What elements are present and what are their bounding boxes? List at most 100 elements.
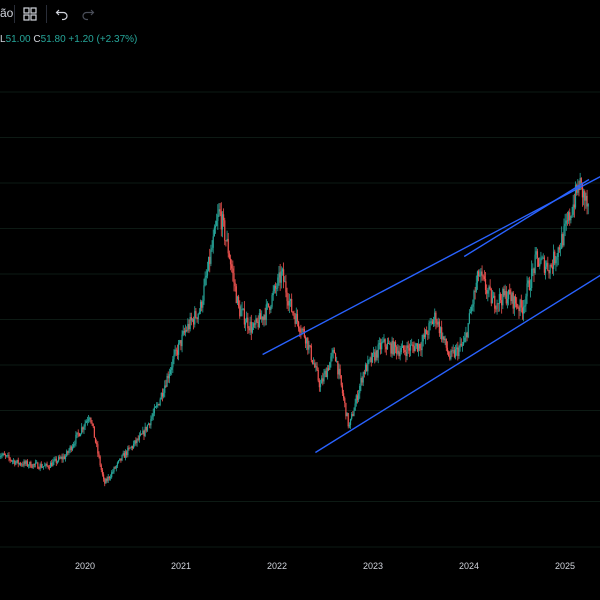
grid-layout-icon[interactable] bbox=[20, 4, 40, 24]
candle-body bbox=[247, 317, 249, 329]
candle-body bbox=[448, 351, 450, 357]
candle-body bbox=[351, 414, 353, 419]
candle-body bbox=[204, 277, 206, 286]
candle-body bbox=[461, 344, 464, 346]
candle-body bbox=[520, 299, 522, 308]
candle-body bbox=[3, 453, 5, 455]
candle-body bbox=[333, 349, 335, 354]
candle-body bbox=[291, 299, 293, 312]
candle-body bbox=[223, 214, 225, 221]
candle-body bbox=[454, 349, 457, 357]
candle-body bbox=[268, 303, 270, 307]
candle-body bbox=[435, 312, 437, 324]
candle-body bbox=[579, 178, 581, 190]
candle-body bbox=[498, 294, 500, 304]
candle-body bbox=[558, 247, 560, 250]
candle-body bbox=[56, 461, 59, 463]
candle-body bbox=[188, 324, 190, 330]
candle-body bbox=[130, 446, 132, 448]
candle-body bbox=[225, 240, 227, 242]
candle-body bbox=[23, 461, 25, 466]
candle-body bbox=[22, 464, 24, 466]
candle-body bbox=[14, 460, 16, 465]
candle-body bbox=[251, 327, 254, 333]
candle-body bbox=[476, 271, 479, 283]
candle-body bbox=[443, 336, 445, 341]
candle-body bbox=[8, 455, 10, 459]
candle-body bbox=[51, 462, 53, 467]
candle-body bbox=[362, 372, 364, 383]
candle-body bbox=[113, 467, 115, 472]
candle-body bbox=[278, 272, 280, 278]
candle-body bbox=[150, 419, 152, 426]
interval-label[interactable]: ão bbox=[0, 6, 14, 20]
candle-body bbox=[145, 426, 147, 431]
candle-body bbox=[355, 395, 357, 404]
candle-body bbox=[415, 343, 417, 346]
candle-body bbox=[106, 478, 108, 481]
candle-body bbox=[99, 456, 101, 466]
candle-body bbox=[211, 247, 213, 251]
candle-body bbox=[227, 238, 229, 254]
candle-body bbox=[105, 478, 107, 484]
candle-body bbox=[168, 373, 170, 379]
candle-body bbox=[243, 308, 245, 325]
candle-body bbox=[66, 451, 68, 457]
candle-body bbox=[242, 308, 244, 310]
candle-body bbox=[321, 378, 323, 384]
candle-body bbox=[206, 270, 209, 276]
candle-body bbox=[334, 353, 337, 362]
candle-body bbox=[483, 276, 485, 280]
candle-body bbox=[344, 398, 346, 403]
candle-body bbox=[437, 321, 439, 325]
redo-icon[interactable] bbox=[78, 4, 98, 24]
candle-body bbox=[277, 277, 279, 289]
candle-body bbox=[332, 349, 334, 353]
candle-body bbox=[62, 456, 64, 460]
undo-icon[interactable] bbox=[52, 4, 72, 24]
candle-body bbox=[67, 451, 69, 453]
candle-body bbox=[366, 364, 368, 372]
candle-body bbox=[487, 290, 489, 294]
candle-body bbox=[313, 363, 315, 365]
candle-body bbox=[1, 455, 3, 457]
candle-body bbox=[369, 357, 371, 360]
candle-body bbox=[82, 427, 84, 430]
candle-body bbox=[464, 337, 466, 343]
candle-body bbox=[220, 211, 222, 230]
candle-body bbox=[418, 343, 420, 351]
candle-body bbox=[364, 364, 367, 374]
candle-body bbox=[78, 433, 80, 437]
candle-body bbox=[323, 373, 325, 382]
candle-body bbox=[376, 350, 378, 358]
candle-body bbox=[180, 340, 182, 347]
candle-body bbox=[76, 432, 78, 435]
candle-body bbox=[292, 311, 294, 314]
candle-body bbox=[433, 319, 435, 325]
candle-body bbox=[484, 279, 487, 290]
price-chart[interactable]: 2020 2021 2022 2023 2024 2025 bbox=[0, 28, 600, 600]
candle-body bbox=[212, 236, 214, 248]
candle-body bbox=[235, 286, 237, 304]
candle-body bbox=[298, 321, 300, 329]
candle-body bbox=[280, 271, 282, 283]
candle-body bbox=[419, 343, 421, 349]
candle-body bbox=[167, 375, 169, 379]
candle-body bbox=[564, 223, 566, 227]
candle-body bbox=[96, 442, 98, 445]
candle-body bbox=[546, 262, 548, 267]
candle-body bbox=[86, 420, 89, 422]
candle-body bbox=[39, 464, 41, 469]
candle-body bbox=[300, 332, 302, 333]
candle-body bbox=[490, 288, 492, 304]
candle-body bbox=[310, 345, 312, 361]
candle-body bbox=[499, 294, 502, 301]
x-tick-label: 2021 bbox=[171, 561, 191, 571]
candle-body bbox=[73, 444, 75, 447]
candle-body bbox=[445, 338, 447, 348]
candle-body bbox=[309, 345, 311, 347]
candle-body bbox=[265, 304, 267, 320]
candle-body bbox=[31, 467, 33, 469]
candle-body bbox=[422, 334, 424, 342]
candle-body bbox=[503, 288, 505, 296]
